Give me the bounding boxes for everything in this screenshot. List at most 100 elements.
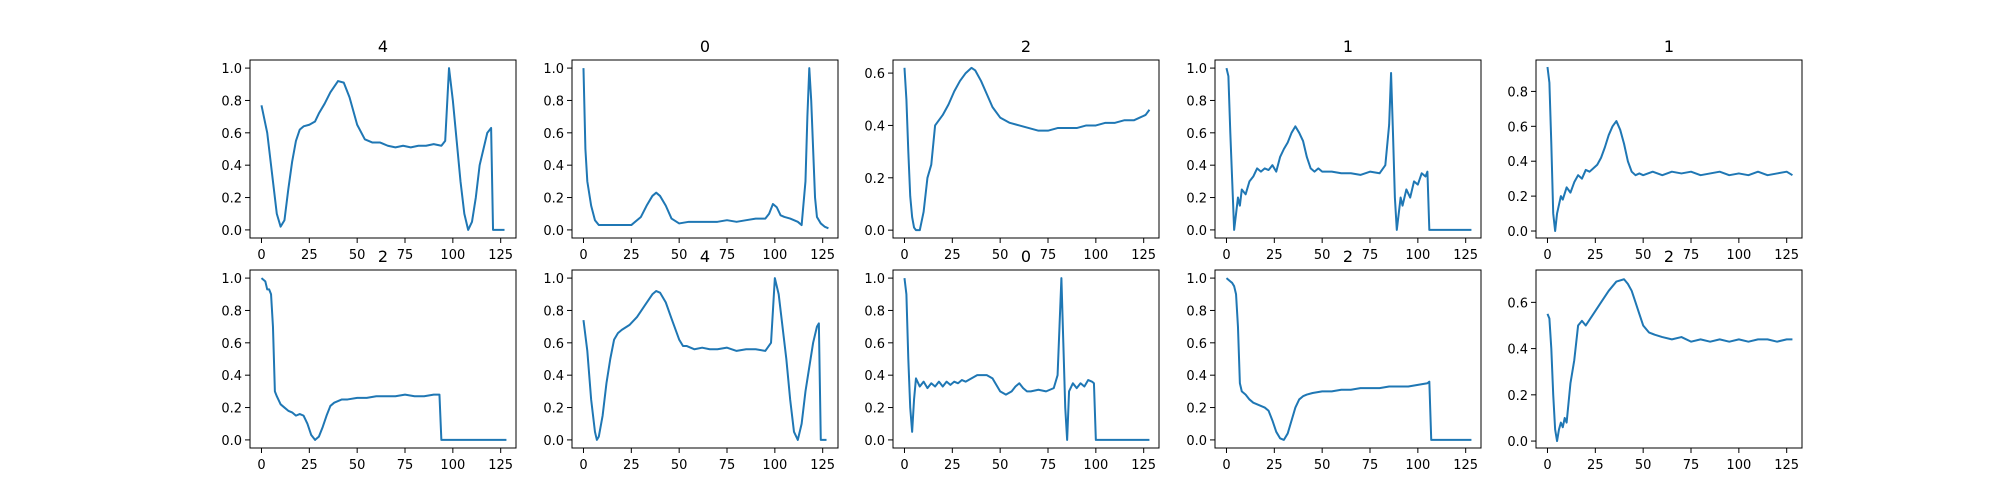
series-line: [1546, 278, 1793, 443]
y-tick-label: 0.4: [1507, 343, 1528, 358]
x-tick-label: 75: [1040, 458, 1057, 473]
subplot-title: 2: [1343, 247, 1353, 266]
y-tick-label: 0.2: [221, 402, 242, 417]
subplot-2: 0 25 50 75 100 125 0.0 0.2 0.4 0.6 0.8 1.0 0: [543, 37, 839, 263]
subplot-8: 0 25 50 75 100 125 0.0 0.2 0.4 0.6 0.8 1.0 0: [864, 247, 1160, 473]
y-tick-label: 0.6: [1507, 120, 1528, 135]
subplot-title: 1: [1664, 37, 1674, 56]
x-tick-label: 125: [1774, 458, 1799, 473]
subplot-title: 4: [378, 37, 388, 56]
y-tick-label: 0.0: [543, 434, 564, 449]
series-line: [260, 277, 507, 441]
x-tick-label: 100: [1726, 458, 1751, 473]
y-tick-label: 0.4: [1186, 369, 1207, 384]
axes-frame: [249, 269, 517, 449]
x-tick-label: 50: [1635, 248, 1652, 263]
y-tick-label: 0.8: [1186, 304, 1207, 319]
series-line: [582, 67, 829, 230]
x-tick-label: 50: [349, 458, 366, 473]
axes-frame: [249, 59, 517, 239]
y-tick-label: 1.0: [221, 62, 242, 77]
x-tick-label: 75: [1683, 248, 1700, 263]
x-tick-label: 0: [579, 458, 587, 473]
subplot-title: 1: [1343, 37, 1353, 56]
subplot-5: 0 25 50 75 100 125 0.0 0.2 0.4 0.6 0.8 1: [1507, 37, 1803, 263]
y-tick-label: 0.8: [543, 94, 564, 109]
series-line: [582, 277, 827, 441]
y-tick-label: 0.2: [864, 402, 885, 417]
y-tick-label: 1.0: [864, 272, 885, 287]
axes-frame: [1214, 59, 1482, 239]
series-line: [260, 67, 505, 231]
x-tick-label: 125: [1131, 458, 1156, 473]
x-tick-label: 100: [762, 458, 787, 473]
y-tick-label: 1.0: [1186, 272, 1207, 287]
y-tick-label: 0.6: [221, 127, 242, 142]
x-tick-label: 125: [488, 458, 513, 473]
x-tick-label: 100: [1405, 248, 1430, 263]
x-tick-label: 75: [1362, 458, 1379, 473]
x-tick-label: 0: [579, 248, 587, 263]
y-tick-label: 0.6: [1507, 296, 1528, 311]
y-tick-label: 0.2: [1186, 192, 1207, 207]
x-tick-label: 100: [1405, 458, 1430, 473]
x-tick-label: 50: [992, 248, 1009, 263]
x-tick-label: 100: [440, 458, 465, 473]
x-tick-label: 50: [671, 458, 688, 473]
subplot-7: 0 25 50 75 100 125 0.0 0.2 0.4 0.6 0.8 1.0 4: [543, 247, 839, 473]
x-tick-label: 50: [1314, 248, 1331, 263]
x-tick-label: 50: [1635, 458, 1652, 473]
y-tick-label: 0.4: [543, 159, 564, 174]
y-tick-label: 0.4: [543, 369, 564, 384]
axes-frame: [892, 269, 1160, 449]
x-tick-label: 0: [1543, 458, 1551, 473]
x-tick-label: 125: [488, 248, 513, 263]
x-tick-label: 0: [1543, 248, 1551, 263]
y-tick-label: 0.2: [543, 402, 564, 417]
subplot-1: 0 25 50 75 100 125 0.0 0.2 0.4 0.6 0.8 1.0 4: [221, 37, 517, 263]
x-tick-label: 50: [992, 458, 1009, 473]
y-tick-label: 0.8: [1507, 85, 1528, 100]
y-tick-label: 0.0: [864, 434, 885, 449]
y-tick-label: 0.0: [1507, 225, 1528, 240]
y-tick-label: 0.0: [1507, 435, 1528, 450]
y-tick-label: 0.6: [543, 127, 564, 142]
x-tick-label: 125: [1774, 248, 1799, 263]
x-tick-label: 50: [349, 248, 366, 263]
series-line: [1225, 67, 1472, 231]
x-tick-label: 75: [397, 458, 414, 473]
y-tick-label: 0.4: [1186, 159, 1207, 174]
axes-frame: [1535, 269, 1803, 449]
x-tick-label: 100: [1083, 458, 1108, 473]
y-tick-label: 0.0: [1186, 224, 1207, 239]
y-tick-label: 0.6: [1186, 337, 1207, 352]
axes-frame: [571, 269, 839, 449]
x-tick-label: 75: [719, 248, 736, 263]
x-tick-label: 125: [810, 248, 835, 263]
y-tick-label: 0.0: [543, 224, 564, 239]
x-tick-label: 100: [1083, 248, 1108, 263]
axes-frame: [1535, 59, 1803, 239]
x-tick-label: 125: [1453, 458, 1478, 473]
x-tick-label: 25: [1266, 458, 1283, 473]
x-tick-label: 0: [1222, 458, 1230, 473]
x-tick-label: 25: [1587, 248, 1604, 263]
x-tick-label: 25: [944, 458, 961, 473]
y-tick-label: 0.8: [221, 94, 242, 109]
y-tick-label: 0.6: [864, 67, 885, 82]
x-tick-label: 50: [671, 248, 688, 263]
y-tick-label: 0.2: [221, 192, 242, 207]
x-tick-label: 125: [1453, 248, 1478, 263]
x-tick-label: 100: [440, 248, 465, 263]
y-tick-label: 1.0: [543, 272, 564, 287]
series-line: [903, 66, 1151, 232]
x-tick-label: 75: [397, 248, 414, 263]
subplot-title: 4: [700, 247, 710, 266]
y-tick-label: 0.6: [543, 337, 564, 352]
x-tick-label: 0: [257, 458, 265, 473]
x-tick-label: 75: [1040, 248, 1057, 263]
x-tick-label: 25: [1587, 458, 1604, 473]
